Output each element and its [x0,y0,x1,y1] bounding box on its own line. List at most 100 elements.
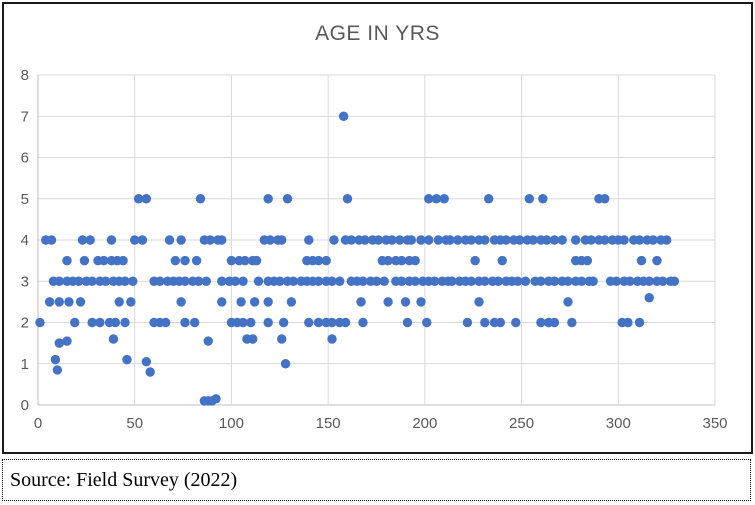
data-point [99,255,109,266]
data-point [35,317,45,328]
data-point [46,235,57,245]
data-point [54,338,64,348]
data-point [304,235,314,245]
data-point [160,317,171,328]
data-point [128,276,138,286]
data-point [141,356,152,367]
data-point [429,276,440,286]
data-point [634,235,645,245]
data-point [263,317,273,328]
data-point [313,255,324,266]
data-point [205,235,215,245]
data-point [424,194,434,204]
y-tick-label: 0 [21,397,29,414]
data-point [514,235,525,245]
data-point [278,317,289,328]
data-point [118,255,128,266]
data-point [542,235,552,245]
data-point [327,334,337,344]
data-point [410,276,420,286]
data-point [280,359,291,369]
data-point [669,276,680,286]
data-point [108,334,119,344]
data-point [327,276,337,286]
data-point [64,297,74,307]
data-point [563,297,573,307]
data-point [54,276,64,286]
data-point [240,255,250,266]
data-point [346,235,357,245]
data-point [644,293,654,303]
data-point [133,194,144,204]
x-tick-label: 0 [34,415,42,432]
data-point [371,276,382,286]
data-point [480,235,490,245]
y-tick-label: 2 [21,315,29,332]
data-point [106,235,117,245]
data-point [176,235,186,245]
data-point [387,235,397,245]
data-point [462,317,473,328]
data-point [44,297,55,307]
x-tick-label: 100 [219,415,244,432]
data-point [122,354,132,365]
data-point [195,194,206,204]
data-point [571,235,581,245]
data-point [249,297,260,307]
data-point [87,317,97,328]
data-point [576,276,587,286]
data-point [189,317,200,328]
data-point [424,235,434,245]
data-point [466,276,476,286]
data-point [453,235,463,245]
data-point [431,194,442,204]
data-point [661,235,672,245]
data-point [50,354,61,365]
data-point [226,255,237,266]
chart-area[interactable] [2,2,753,454]
data-point [79,255,90,266]
data-point [474,297,484,307]
data-point [62,336,72,346]
data-point [433,235,444,245]
data-point [396,255,407,266]
data-point [253,276,264,286]
data-point [238,276,248,286]
data-point [286,297,297,307]
data-point [466,235,476,245]
data-point [373,235,384,245]
data-point [211,394,221,404]
data-point [75,297,86,307]
data-point [180,276,190,286]
caption-box[interactable]: Source: Field Survey (2022) [2,459,751,501]
data-point [400,297,411,307]
data-point [180,317,190,328]
data-point [263,194,273,204]
data-point [52,365,63,375]
data-point [277,334,287,344]
data-point [313,276,324,286]
data-point [217,235,227,245]
data-point [342,194,353,204]
data-point [193,276,204,286]
y-tick-label: 6 [21,150,29,167]
data-point [582,255,593,266]
data-point [658,276,668,286]
data-point [137,235,148,245]
data-point [130,235,140,245]
y-tick-label: 8 [21,67,29,84]
y-tick-label: 1 [21,356,29,373]
data-point [625,276,635,286]
data-point [648,235,658,245]
data-point [230,276,240,286]
data-point [251,255,262,266]
x-tick-label: 300 [606,415,631,432]
data-point [447,276,457,286]
data-point [513,276,523,286]
y-tick-label: 7 [21,108,29,125]
data-point [495,317,505,328]
data-point [277,235,287,245]
data-point [538,194,548,204]
data-point [265,235,275,245]
data-point [87,276,97,286]
